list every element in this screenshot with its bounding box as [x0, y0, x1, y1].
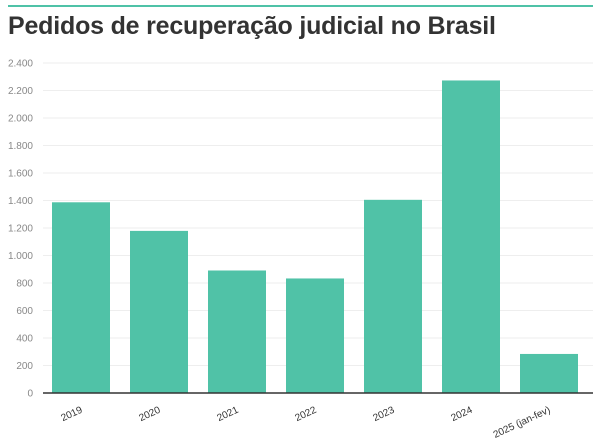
x-axis-ticks: 2019 2020 2021 2022 2023 2024 2025 (jan-fev): [59, 405, 552, 441]
y-tick-label: 600: [16, 306, 33, 317]
bars: [52, 80, 578, 394]
bar-2024[interactable]: [442, 80, 500, 394]
y-tick-label: 2.200: [8, 86, 33, 97]
y-tick-label: 200: [16, 361, 33, 372]
bar-2022[interactable]: [286, 278, 344, 393]
y-tick-label: 2.000: [8, 114, 33, 125]
bar-2020[interactable]: [130, 230, 188, 393]
y-axis-ticks: 0 200 400 600 800 1.000 1.200 1.400 1.600 1.800 2.…: [8, 59, 33, 400]
y-tick-label: 800: [16, 279, 33, 290]
bar-2021[interactable]: [208, 270, 266, 393]
y-tick-label: 1.800: [8, 141, 33, 152]
y-tick-label: 1.400: [8, 196, 33, 207]
y-tick-label: 2.400: [8, 59, 33, 70]
bar-2019[interactable]: [52, 202, 110, 393]
x-tick-label: 2019: [59, 405, 84, 425]
x-tick-label: 2023: [371, 405, 396, 425]
x-tick-label: 2021: [215, 405, 240, 425]
top-accent-rule: [8, 5, 593, 7]
x-tick-label: 2025 (jan-fev): [492, 405, 553, 441]
y-tick-label: 1.200: [8, 224, 33, 235]
y-tick-label: 400: [16, 334, 33, 345]
x-tick-label: 2022: [293, 405, 318, 425]
x-tick-label: 2024: [449, 405, 474, 425]
bar-2025 (jan-fev)[interactable]: [520, 353, 578, 393]
x-tick-label: 2020: [137, 405, 162, 425]
y-tick-label: 1.600: [8, 169, 33, 180]
y-tick-label: 1.000: [8, 251, 33, 262]
y-tick-label: 0: [27, 389, 33, 400]
chart-title: Pedidos de recuperação judicial no Brasi…: [8, 12, 496, 40]
bar-2023[interactable]: [364, 199, 422, 393]
